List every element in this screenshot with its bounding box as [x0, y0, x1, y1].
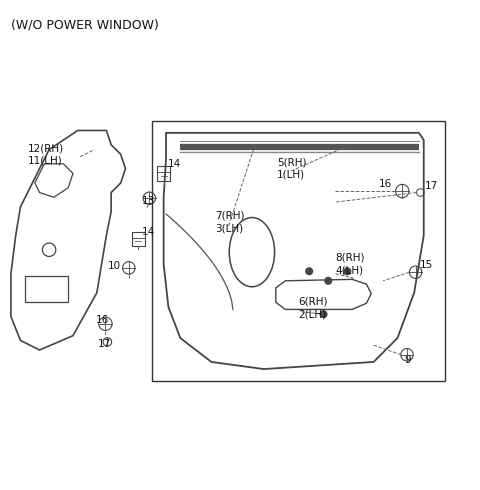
Circle shape: [325, 277, 332, 284]
Bar: [152, 121, 445, 381]
Text: 7(RH)
3(LH): 7(RH) 3(LH): [215, 211, 245, 233]
Text: 17: 17: [98, 339, 111, 349]
Text: 17: 17: [425, 181, 438, 191]
Text: 6(RH)
2(LH): 6(RH) 2(LH): [298, 297, 328, 319]
Bar: [157, 166, 170, 181]
Circle shape: [344, 268, 351, 274]
Text: 16: 16: [96, 316, 109, 325]
Bar: [25, 276, 68, 302]
Text: (W/O POWER WINDOW): (W/O POWER WINDOW): [11, 18, 159, 31]
Circle shape: [320, 311, 327, 318]
Text: 8(RH)
4(LH): 8(RH) 4(LH): [336, 253, 365, 275]
Text: 12(RH)
11(LH): 12(RH) 11(LH): [28, 143, 64, 166]
Text: 5(RH)
1(LH): 5(RH) 1(LH): [277, 157, 306, 180]
Text: 13: 13: [142, 196, 156, 206]
Text: 15: 15: [420, 260, 432, 270]
Text: 14: 14: [142, 227, 155, 237]
Text: 10: 10: [108, 261, 120, 270]
Text: 9: 9: [405, 355, 411, 366]
Bar: [132, 232, 144, 246]
Text: 14: 14: [168, 159, 180, 169]
Text: 16: 16: [379, 179, 392, 189]
Circle shape: [306, 268, 312, 274]
